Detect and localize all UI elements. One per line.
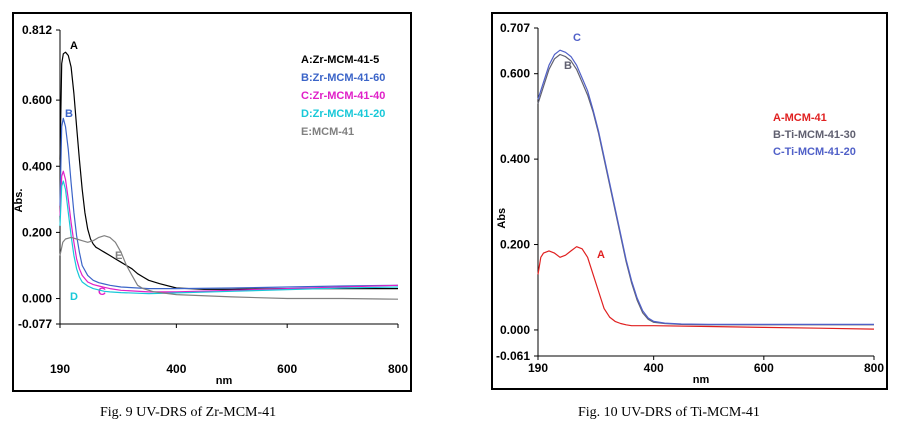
chart-frame <box>12 12 412 392</box>
legend-entry-e: E:MCM-41 <box>301 126 354 138</box>
y-tick-label: 0.600 <box>500 67 530 81</box>
legend-entry-a: A:Zr-MCM-41-5 <box>301 54 379 66</box>
x-axis-label: nm <box>216 375 233 387</box>
legend-entry-b: B-Ti-MCM-41-30 <box>773 129 856 141</box>
chart-panel-ti: -0.061 0.000 0.200 0.400 0.600 0.707 190 400 600… <box>450 0 900 435</box>
curve-label-b: B <box>65 108 73 120</box>
series-line-d <box>59 180 399 295</box>
x-tick-label: 600 <box>277 362 297 376</box>
y-tick-label: 0.600 <box>22 93 52 107</box>
y-axis-label: Abs. <box>13 189 25 213</box>
y-tick-label: 0.200 <box>22 225 52 239</box>
curve-label-a: A <box>597 249 605 261</box>
y-tick-label: 0.200 <box>500 238 530 252</box>
curve-label-e: E <box>115 250 122 262</box>
y-axis-label: Abs <box>496 208 508 229</box>
series-line-a <box>537 246 875 330</box>
chart-zr-mcm41: -0.077 0.000 0.200 0.400 0.600 0.812 190 400 600… <box>12 12 412 392</box>
y-tick-label: 0.000 <box>500 323 530 337</box>
series-line-c <box>59 170 399 293</box>
figure-caption-zr: Fig. 9 UV-DRS of Zr-MCM-41 <box>100 405 277 420</box>
y-tick-label: 0.812 <box>22 23 52 37</box>
x-tick-label: 800 <box>864 361 884 375</box>
legend-entry-d: D:Zr-MCM-41-20 <box>301 108 385 120</box>
y-tick-label: 0.000 <box>22 292 52 306</box>
x-tick-label: 190 <box>50 362 70 376</box>
curve-label-b: B <box>564 60 572 72</box>
chart-frame <box>491 12 888 390</box>
y-tick-label: 0.707 <box>500 21 530 35</box>
y-tick-label: 0.400 <box>22 159 52 173</box>
curve-label-a: A <box>70 40 78 52</box>
legend-entry-a: A-MCM-41 <box>773 112 827 124</box>
legend-entry-c: C-Ti-MCM-41-20 <box>773 146 856 158</box>
curve-label-d: D <box>70 291 78 303</box>
figure-caption-ti: Fig. 10 UV-DRS of Ti-MCM-41 <box>578 405 760 420</box>
curve-label-c: C <box>98 286 106 298</box>
series-line-a <box>59 51 398 290</box>
series-line-c <box>537 49 874 325</box>
x-tick-label: 800 <box>388 362 408 376</box>
y-tick-label: 0.400 <box>500 152 530 166</box>
legend-entry-c: C:Zr-MCM-41-40 <box>301 90 385 102</box>
y-tick-label: -0.061 <box>496 349 530 363</box>
series-line-e <box>59 235 399 300</box>
curve-label-c: C <box>573 32 581 44</box>
y-tick-label: -0.077 <box>18 317 52 331</box>
chart-panel-zr: -0.077 0.000 0.200 0.400 0.600 0.812 190 400 600… <box>12 12 412 392</box>
x-tick-label: 600 <box>754 361 774 375</box>
x-tick-label: 400 <box>644 361 664 375</box>
series-line-b <box>59 117 399 290</box>
x-axis-label: nm <box>693 374 710 386</box>
x-tick-label: 400 <box>166 362 186 376</box>
legend-entry-b: B:Zr-MCM-41-60 <box>301 72 385 84</box>
chart-ti-mcm41: -0.061 0.000 0.200 0.400 0.600 0.707 190 400 600… <box>491 12 888 390</box>
x-tick-label: 190 <box>528 361 548 375</box>
